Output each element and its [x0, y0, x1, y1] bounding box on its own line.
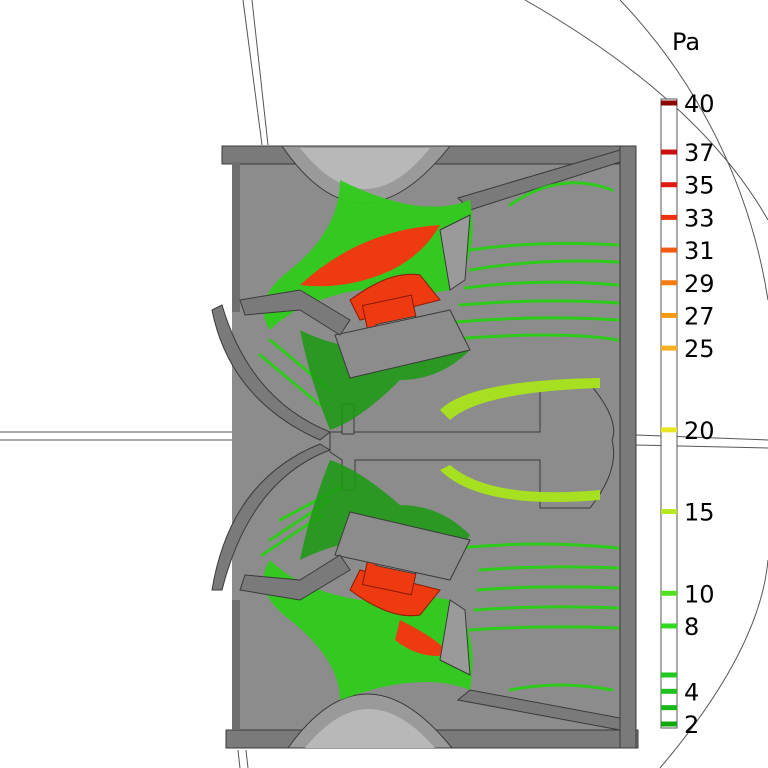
lower-driver	[239, 511, 471, 676]
bottom-port-bowl-inner	[305, 709, 435, 748]
colorbar-level-swatch	[661, 100, 677, 106]
colorbar-tick-label: 27	[684, 302, 715, 330]
colorbar-tick-label: 29	[684, 270, 715, 298]
housing-right-wall	[619, 145, 637, 749]
streamline	[453, 316, 620, 324]
colorbar-tick-label: 4	[684, 678, 699, 706]
colorbar-level-swatch	[661, 705, 677, 711]
colorbar-tick-label: 40	[684, 90, 715, 118]
upper-front-baffle	[211, 304, 331, 441]
streamline	[463, 280, 620, 290]
iso-surface-green	[263, 560, 473, 700]
colorbar-level-swatch	[661, 590, 677, 596]
upper-driver-surround	[439, 214, 471, 291]
vertical-guide-3	[237, 749, 241, 768]
colorbar-ticks: 40 37 35 33 31 29 27 25 20 15 10 8 4 2	[661, 90, 715, 739]
colorbar-level-swatch	[661, 427, 677, 433]
upper-driver	[239, 214, 471, 379]
iso-surface-red	[395, 620, 450, 656]
colorbar-tick-label: 15	[684, 499, 715, 527]
streamline	[458, 542, 620, 550]
colorbar-legend: Pa 40 37 35 33 31 29 27 25 20 15 10 8 4 2	[660, 28, 715, 739]
upper-driver-frame	[334, 309, 471, 379]
colorbar-frame	[660, 98, 678, 729]
colorbar-level-swatch	[661, 312, 677, 318]
streamline	[438, 333, 620, 342]
colorbar-tick-label: 31	[684, 237, 715, 265]
streamline	[476, 585, 620, 592]
colorbar-tick-label: 8	[684, 613, 699, 641]
colorbar-tick-label: 2	[684, 711, 699, 739]
top-port-bowl-inner	[300, 148, 430, 189]
colorbar-level-swatch	[661, 345, 677, 351]
lower-front-baffle	[211, 443, 332, 591]
lower-arc	[659, 559, 768, 768]
colorbar-tick-label: 33	[684, 204, 715, 232]
vertical-guide-1	[242, 0, 263, 146]
colorbar-level-swatch	[661, 214, 677, 220]
colorbar-tick-label: 35	[684, 172, 715, 200]
colorbar-level-swatch	[661, 721, 677, 727]
iso-surface-red	[300, 225, 440, 287]
lower-driver-surround	[439, 599, 471, 676]
colorbar-level-swatch	[661, 247, 677, 253]
lower-driver-frame	[334, 511, 471, 581]
streamline	[468, 241, 620, 252]
vertical-guide-4	[245, 749, 249, 768]
streamline	[468, 259, 620, 272]
colorbar-tick-label: 37	[684, 139, 715, 167]
lower-diagonal-panel	[456, 689, 621, 731]
streamline	[458, 299, 620, 307]
inner-arc	[619, 0, 768, 301]
colorbar-level-swatch	[661, 280, 677, 286]
streamline	[473, 605, 620, 612]
streamline	[478, 565, 620, 572]
streamline	[468, 625, 620, 632]
vertical-guide-2	[251, 0, 269, 146]
pressure-streamlines	[258, 181, 620, 692]
axis-line-right-2	[635, 444, 768, 449]
colorbar-tick-label: 25	[684, 335, 715, 363]
colorbar-level-swatch	[661, 623, 677, 629]
colorbar-level-swatch	[661, 149, 677, 155]
central-bracket	[329, 383, 615, 509]
streamline	[258, 353, 322, 407]
streamline	[508, 181, 614, 207]
colorbar-unit-label: Pa	[672, 28, 700, 56]
housing-left-wall-bottom	[232, 600, 240, 730]
housing-left-wall-top	[232, 162, 240, 312]
colorbar-level-swatch	[661, 509, 677, 515]
streamline	[508, 683, 614, 692]
upper-driver-basket	[239, 289, 351, 336]
axis-line-right	[635, 434, 768, 441]
colorbar-level-swatch	[661, 672, 677, 678]
colorbar-level-swatch	[661, 182, 677, 188]
colorbar-tick-label: 20	[684, 417, 715, 445]
colorbar-tick-label: 10	[684, 580, 715, 608]
colorbar-level-swatch	[661, 688, 677, 694]
lower-driver-basket	[239, 554, 351, 601]
